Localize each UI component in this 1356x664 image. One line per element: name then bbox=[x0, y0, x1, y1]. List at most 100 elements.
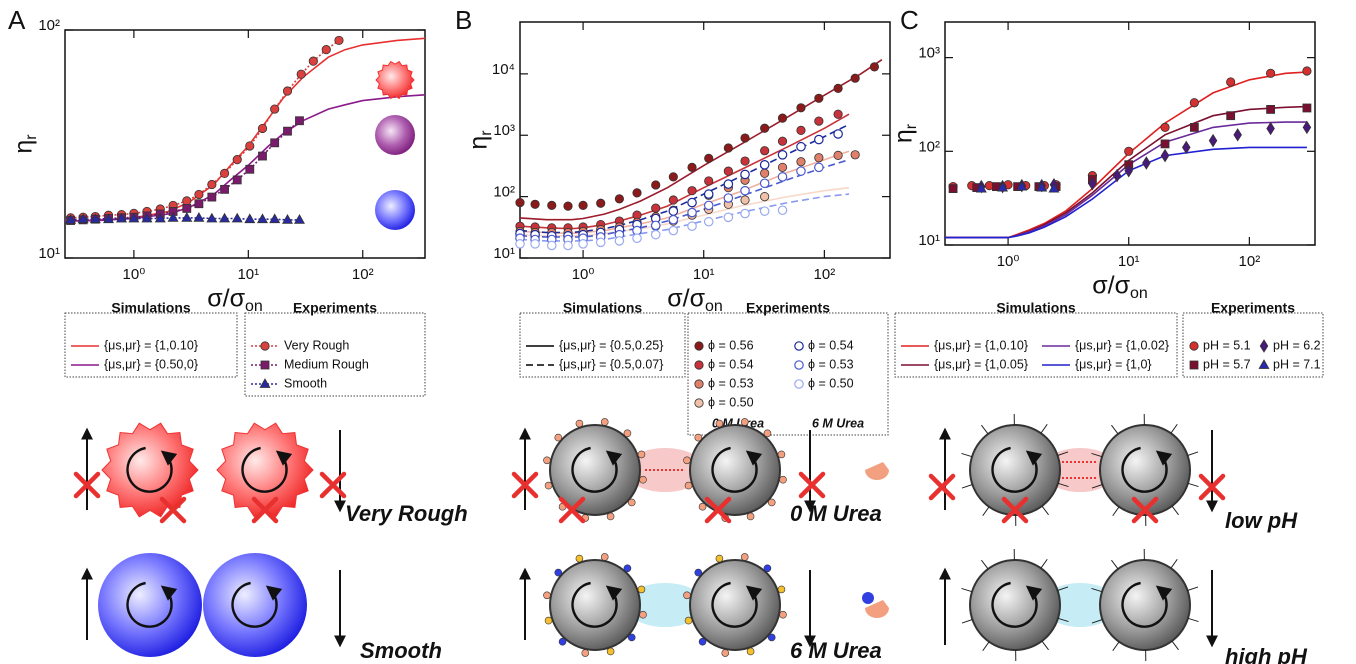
surface-group bbox=[581, 649, 590, 657]
data-point bbox=[1160, 122, 1170, 132]
panel-label: C bbox=[900, 5, 919, 35]
legend-label: {μs,μr} = {1,0.10} bbox=[104, 338, 198, 352]
surface-group bbox=[1111, 559, 1119, 570]
surface-group bbox=[961, 619, 973, 624]
surface-group bbox=[558, 637, 567, 646]
legend-label: pH = 5.1 bbox=[1203, 338, 1251, 352]
data-point bbox=[814, 134, 824, 145]
data-point bbox=[563, 240, 573, 251]
rotation-arrow bbox=[991, 581, 1043, 628]
smooth-particle bbox=[98, 553, 202, 657]
data-point bbox=[814, 116, 824, 126]
surface-group bbox=[543, 456, 551, 465]
surface-group bbox=[777, 450, 786, 459]
inset-smooth bbox=[375, 190, 415, 230]
data-point bbox=[1088, 177, 1097, 191]
panel-label: A bbox=[8, 5, 26, 35]
data-point bbox=[740, 208, 750, 219]
data-point bbox=[270, 104, 280, 114]
surface-group bbox=[746, 512, 755, 521]
data-point bbox=[1189, 122, 1199, 132]
data-point bbox=[321, 45, 331, 55]
rotation-arrow bbox=[126, 581, 178, 628]
x-axis-label: σ/σon bbox=[207, 285, 263, 316]
data-point bbox=[614, 194, 624, 204]
surface-group bbox=[740, 418, 749, 426]
rotation-arrow bbox=[711, 581, 763, 628]
legend-label: pH = 6.2 bbox=[1273, 338, 1321, 352]
plot-frame bbox=[64, 29, 426, 259]
ligand-icon bbox=[865, 600, 889, 618]
data-point bbox=[814, 93, 824, 103]
rotation-arrow bbox=[991, 446, 1043, 493]
data-point bbox=[833, 150, 843, 160]
data-point bbox=[1016, 180, 1028, 191]
y-axis-label-sub: r bbox=[23, 134, 40, 140]
surface-group bbox=[1170, 423, 1178, 434]
data-point bbox=[723, 143, 733, 153]
legend-label: ϕ = 0.53 bbox=[708, 376, 754, 390]
surface-group bbox=[715, 419, 724, 428]
data-point bbox=[796, 103, 806, 113]
surface-group bbox=[684, 481, 693, 490]
data-point bbox=[796, 125, 806, 135]
data-point bbox=[65, 214, 77, 224]
data-point bbox=[740, 185, 750, 196]
data-point bbox=[651, 203, 661, 213]
cross-mark bbox=[73, 471, 101, 499]
surface-group bbox=[623, 429, 632, 438]
ligand-icon bbox=[865, 462, 889, 480]
data-point bbox=[244, 213, 256, 224]
cross-mark bbox=[798, 471, 826, 499]
data-point bbox=[1142, 156, 1151, 170]
legend-box bbox=[894, 312, 1178, 378]
legend-title: Experiments bbox=[293, 300, 377, 316]
y-tick-label: 10¹ bbox=[38, 245, 60, 262]
interaction-zone bbox=[1042, 583, 1118, 627]
schematic-label: Very Rough bbox=[345, 501, 468, 526]
data-point bbox=[833, 109, 843, 119]
x-tick-label: 10² bbox=[1239, 253, 1261, 270]
surface-group bbox=[740, 553, 749, 561]
data-point bbox=[232, 155, 242, 165]
legend-label: ϕ = 0.50 bbox=[808, 376, 854, 390]
data-point bbox=[1302, 120, 1312, 135]
y-tick-label: 10³ bbox=[493, 122, 515, 139]
surface-group bbox=[1057, 451, 1069, 456]
x-tick-label: 10⁰ bbox=[572, 266, 595, 283]
data-point bbox=[704, 153, 714, 163]
data-point bbox=[308, 56, 318, 66]
data-point bbox=[1233, 128, 1242, 142]
data-point bbox=[167, 212, 179, 222]
legend-title: Simulations bbox=[563, 300, 643, 316]
cross-mark bbox=[319, 471, 347, 499]
data-point bbox=[814, 162, 824, 173]
surface-group bbox=[1040, 423, 1048, 434]
x-axis-label-sub: on bbox=[245, 298, 263, 315]
data-point bbox=[759, 159, 770, 170]
data-point bbox=[530, 199, 540, 209]
data-point bbox=[687, 186, 697, 196]
surface-group bbox=[777, 585, 786, 594]
data-point bbox=[206, 212, 218, 223]
surface-group bbox=[1187, 586, 1199, 591]
surface-group bbox=[1057, 617, 1069, 623]
data-point bbox=[546, 240, 557, 251]
surface-group bbox=[683, 591, 691, 600]
rotation-arrow bbox=[231, 581, 283, 628]
legend-swatch bbox=[1189, 360, 1199, 370]
rotation-arrow bbox=[571, 581, 623, 628]
legend-swatch bbox=[694, 379, 704, 389]
surface-group bbox=[1091, 484, 1103, 489]
legend-swatch bbox=[694, 341, 704, 351]
surface-group bbox=[606, 512, 615, 521]
data-point bbox=[759, 178, 770, 189]
data-point bbox=[703, 200, 714, 211]
legend-label: ϕ = 0.54 bbox=[708, 357, 754, 371]
data-point bbox=[850, 150, 860, 160]
data-point bbox=[723, 193, 734, 203]
data-point bbox=[232, 175, 242, 185]
legend-label: Smooth bbox=[284, 376, 327, 390]
surface-group bbox=[982, 506, 990, 517]
surface-group bbox=[1091, 452, 1103, 458]
